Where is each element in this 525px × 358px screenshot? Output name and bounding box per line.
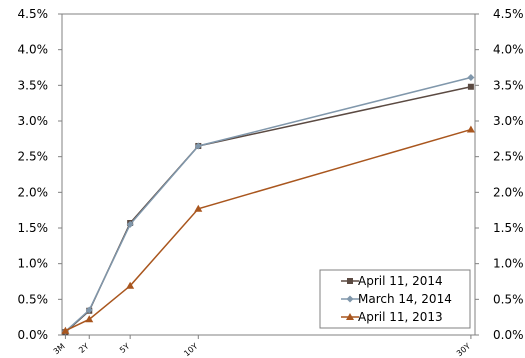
y-tick-label-left: 1.5% (18, 221, 49, 235)
data-point (85, 306, 93, 314)
x-tick-label: 10Y (182, 342, 199, 358)
series-group (61, 73, 475, 336)
data-point (126, 220, 134, 228)
y-tick-label-right: 0.0% (493, 328, 524, 342)
y-tick-label-right: 4.0% (493, 43, 524, 57)
y-tick-label-left: 1.0% (18, 257, 49, 271)
x-tick-label: 5Y (118, 342, 132, 355)
legend-swatch-marker (346, 295, 354, 303)
y-tick-label-left: 0.0% (18, 328, 49, 342)
legend-item: April 11, 2013 (341, 310, 443, 324)
data-point (467, 73, 475, 81)
x-tick-label: 2Y (77, 342, 91, 355)
legend-item: March 14, 2014 (341, 292, 452, 306)
y-tick-label-right: 1.0% (493, 257, 524, 271)
y-tick-label-left: 3.0% (18, 114, 49, 128)
series-3 (61, 125, 475, 334)
x-axis: 3M 2Y 5Y 10Y 30Y (52, 335, 472, 358)
y-tick-label-left: 0.5% (18, 292, 49, 306)
legend-swatch-marker (346, 313, 354, 320)
y-tick-label-left: 2.0% (18, 185, 49, 199)
legend-item: April 11, 2014 (341, 274, 443, 288)
data-point (194, 142, 202, 150)
plot-area-border (61, 13, 476, 336)
legend: April 11, 2014 March 14, 2014 April 11, 20… (319, 269, 471, 329)
data-point (126, 281, 135, 289)
y-tick-label-right: 2.0% (493, 185, 524, 199)
x-tick-label: 30Y (455, 342, 472, 358)
y-tick-label-right: 1.5% (493, 221, 524, 235)
y-tick-label-left: 4.0% (18, 43, 49, 57)
y-tick-label-left: 4.5% (18, 7, 49, 21)
data-point (466, 125, 475, 133)
legend-label: April 11, 2013 (358, 310, 443, 324)
legend-swatch-marker (347, 278, 353, 284)
y-tick-label-right: 2.5% (493, 150, 524, 164)
legend-box (319, 269, 471, 329)
data-point (85, 315, 94, 323)
y-tick-label-right: 3.5% (493, 78, 524, 92)
data-point (61, 326, 70, 334)
y-tick-label-right: 3.0% (493, 114, 524, 128)
y-tick-label-right: 4.5% (493, 7, 524, 21)
y-tick-label-left: 3.5% (18, 78, 49, 92)
data-point (194, 204, 203, 212)
y-tick-label-right: 0.5% (493, 292, 524, 306)
left-y-axis: 0.0% 0.5% 1.0% 1.5% 2.0% 2.5% 3.0% 3.5% 4.0% 4.5% (18, 7, 62, 342)
legend-label: March 14, 2014 (358, 292, 452, 306)
y-tick-label-left: 2.5% (18, 150, 49, 164)
data-point (467, 83, 474, 90)
legend-label: April 11, 2014 (358, 274, 443, 288)
x-tick-label: 3M (52, 342, 67, 357)
right-y-axis: 0.0% 0.5% 1.0% 1.5% 2.0% 2.5% 3.0% 3.5% 4.0% 4.5% (475, 7, 524, 342)
